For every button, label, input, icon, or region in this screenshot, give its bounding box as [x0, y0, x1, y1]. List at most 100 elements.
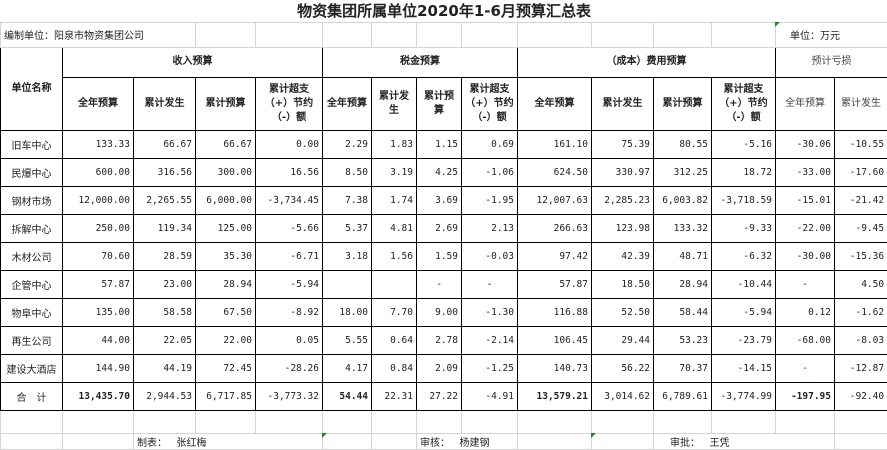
cell: 28.94	[196, 270, 256, 298]
cell: -3,718.59	[712, 186, 776, 214]
cell: -0.03	[462, 242, 518, 270]
empty-cell	[256, 410, 323, 433]
cell: 44.19	[134, 354, 196, 382]
cell: -	[417, 270, 462, 298]
cell: -22.00	[776, 214, 835, 242]
comment-marker-icon	[591, 433, 596, 438]
cell: -23.79	[712, 326, 776, 354]
cell: 106.45	[518, 326, 592, 354]
cell: 2.29	[323, 130, 372, 158]
empty-cell	[1, 410, 63, 433]
cell: -2.14	[462, 326, 518, 354]
cell: 57.87	[63, 270, 134, 298]
cell: 18.00	[323, 298, 372, 326]
cell	[323, 270, 372, 298]
cell: -17.60	[835, 158, 887, 186]
cell: -	[462, 270, 518, 298]
cell: 9.00	[417, 298, 462, 326]
cell: 2.09	[417, 354, 462, 382]
cell: 2.13	[462, 214, 518, 242]
unit-name: 再生公司	[1, 326, 63, 354]
cell: 12,007.63	[518, 186, 592, 214]
cell: 4.25	[417, 158, 462, 186]
cell: 48.71	[654, 242, 712, 270]
empty-cell	[712, 410, 776, 433]
unit-name: 企管中心	[1, 270, 63, 298]
empty-cell	[592, 410, 654, 433]
cell: 54.44	[323, 382, 372, 410]
cell	[372, 270, 417, 298]
cell: 250.00	[63, 214, 134, 242]
empty-cell	[417, 410, 462, 433]
cell: 6,789.61	[654, 382, 712, 410]
compiler-label: 编制单位：阳泉市物资集团公司	[1, 22, 196, 47]
cell: 56.22	[592, 354, 654, 382]
unit-name: 民爆中心	[1, 158, 63, 186]
cell: 70.37	[654, 354, 712, 382]
cell: -3,774.99	[712, 382, 776, 410]
cell: -3,773.32	[256, 382, 323, 410]
cell: 2.69	[417, 214, 462, 242]
cell: 6,717.85	[196, 382, 256, 410]
cell: -4.91	[462, 382, 518, 410]
empty-cell	[654, 410, 712, 433]
reviewed-by: 审核： 杨建钢	[417, 433, 518, 449]
cell: -15.01	[776, 186, 835, 214]
cell: -3,734.45	[256, 186, 323, 214]
unit-name: 旧车中心	[1, 130, 63, 158]
cell: 1.56	[372, 242, 417, 270]
cell: 140.73	[518, 354, 592, 382]
header-unit-name: 单位名称	[1, 47, 63, 130]
cell: -197.95	[776, 382, 835, 410]
subheader-actual: 累计发生	[592, 77, 654, 130]
cell: 1.83	[372, 130, 417, 158]
empty-cell	[776, 410, 835, 433]
cell: 3.69	[417, 186, 462, 214]
cell: -68.00	[776, 326, 835, 354]
cell: -30.06	[776, 130, 835, 158]
empty-cell	[835, 410, 887, 433]
unit-name: 合 计	[1, 382, 63, 410]
cell: 3.18	[323, 242, 372, 270]
cell: -6.71	[256, 242, 323, 270]
cell: 58.58	[134, 298, 196, 326]
subheader-cum_budget: 累计预算	[417, 77, 462, 130]
header-loss: 预计亏损	[776, 47, 887, 77]
cell: 3.19	[372, 158, 417, 186]
cell: 18.50	[592, 270, 654, 298]
cell: 0.00	[256, 130, 323, 158]
cell: 35.30	[196, 242, 256, 270]
cell: -21.42	[835, 186, 887, 214]
unit-name: 物阜中心	[1, 298, 63, 326]
cell: -6.32	[712, 242, 776, 270]
cell: 53.23	[654, 326, 712, 354]
cell: 2.78	[417, 326, 462, 354]
cell: 316.56	[134, 158, 196, 186]
cell: 1.15	[417, 130, 462, 158]
cell: 66.67	[134, 130, 196, 158]
cell: 2,285.23	[592, 186, 654, 214]
cell: 6,000.00	[196, 186, 256, 214]
cell: 624.50	[518, 158, 592, 186]
cell: 4.50	[835, 270, 887, 298]
header-tax: 税金预算	[323, 47, 518, 77]
cell: 119.34	[134, 214, 196, 242]
cell: -9.33	[712, 214, 776, 242]
cell: 0.64	[372, 326, 417, 354]
cell: 8.50	[323, 158, 372, 186]
cell: 133.32	[654, 214, 712, 242]
unit-name: 建设大酒店	[1, 354, 63, 382]
cell: 58.44	[654, 298, 712, 326]
unit-name: 钢材市场	[1, 186, 63, 214]
empty-cell	[462, 410, 518, 433]
cell: 5.37	[323, 214, 372, 242]
cell: 2,265.55	[134, 186, 196, 214]
cell: 7.38	[323, 186, 372, 214]
empty-cell	[518, 410, 592, 433]
sheet-title: 物资集团所属单位2020年1-6月预算汇总表	[1, 0, 887, 22]
subheader-annual: 全年预算	[323, 77, 372, 130]
empty-cell	[134, 410, 196, 433]
cell: -8.92	[256, 298, 323, 326]
